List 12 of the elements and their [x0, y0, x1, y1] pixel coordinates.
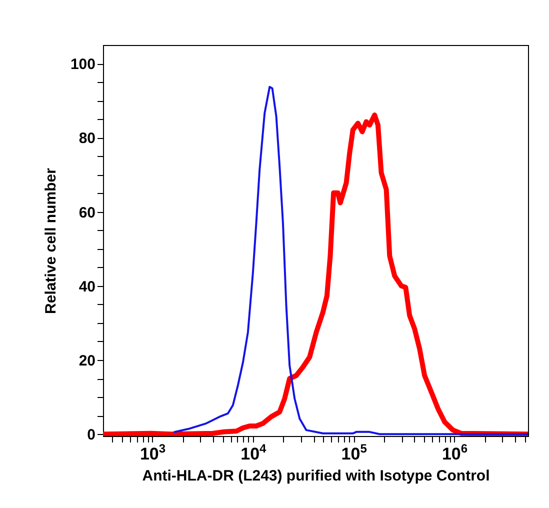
x-tick-label: 10$^{3}$ [140, 442, 166, 464]
y-tick-label: 20 [78, 352, 96, 370]
y-tick-label: 40 [78, 278, 96, 296]
x-tick-label: 10$^{5}$ [341, 442, 368, 464]
y-axis-title: Relative cell number [42, 168, 60, 314]
y-tick-label: 0 [87, 426, 96, 444]
x-tick-label: 10$^{6}$ [442, 442, 468, 464]
x-tick-label: 10$^{4}$ [240, 442, 267, 464]
x-axis-title: Anti-HLA-DR (L243) purified with Isotype Control [142, 468, 490, 484]
y-tick-label: 80 [78, 130, 96, 148]
y-tick-label: 60 [78, 204, 96, 222]
y-tick-label: 100 [70, 56, 96, 74]
